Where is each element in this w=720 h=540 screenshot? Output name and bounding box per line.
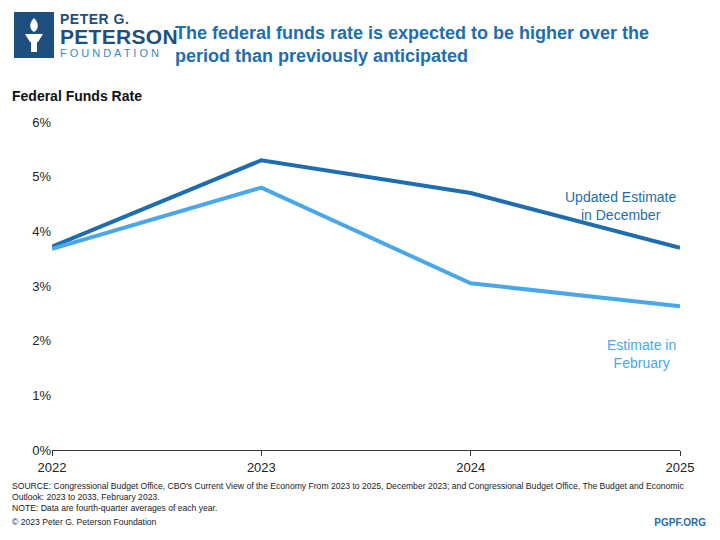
svg-text:2025: 2025 (666, 460, 695, 475)
html-text:PGPF.ORG: PGPF.ORG (654, 517, 706, 528)
svg-text:2023: 2023 (247, 460, 276, 475)
svg-text:0%: 0% (32, 443, 51, 458)
svg-text:2022: 2022 (38, 460, 67, 475)
svg-text:4%: 4% (32, 224, 51, 239)
svg-text:2%: 2% (32, 333, 51, 348)
html-text:Federal Funds Rate: Federal Funds Rate (12, 88, 142, 104)
svg-text:5%: 5% (32, 169, 51, 184)
html-text:FOUNDATION: FOUNDATION (60, 46, 162, 59)
svg-text:Estimate inFebruary: Estimate inFebruary (607, 337, 676, 371)
html-text:SOURCE: Congressional Budget O: SOURCE: Congressional Budget Office, CBO… (12, 481, 684, 503)
svg-text:6%: 6% (32, 115, 51, 130)
svg-text:Updated Estimatein December: Updated Estimatein December (565, 189, 676, 223)
html-text:© 2023 Peter G. Peterson Found: © 2023 Peter G. Peterson Foundation (12, 517, 157, 527)
html-text:PETER G.: PETER G. (60, 11, 130, 27)
html-text:PETERSON: PETERSON (60, 25, 178, 49)
svg-text:3%: 3% (32, 279, 51, 294)
html-text:NOTE: Data are fourth-quarter: NOTE: Data are fourth-quarter averages o… (12, 503, 218, 514)
html-text:The federal funds rate is expe: The federal funds rate is expected to be… (175, 23, 650, 66)
svg-text:2024: 2024 (456, 460, 485, 475)
svg-text:1%: 1% (32, 388, 51, 403)
